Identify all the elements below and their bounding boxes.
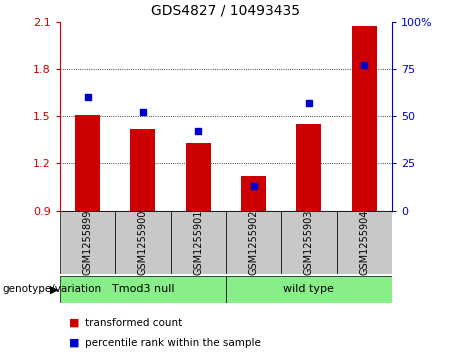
Text: genotype/variation: genotype/variation [2, 285, 101, 294]
Text: wild type: wild type [284, 285, 334, 294]
Bar [60, 276, 226, 303]
Text: GSM1255899: GSM1255899 [83, 209, 93, 275]
Bar [186, 143, 211, 211]
Text: ■: ■ [69, 318, 80, 328]
Bar [171, 211, 226, 274]
Bar [115, 211, 171, 274]
Text: percentile rank within the sample: percentile rank within the sample [85, 338, 261, 348]
Text: transformed count: transformed count [85, 318, 183, 328]
Point [361, 62, 368, 68]
Bar [241, 176, 266, 211]
Bar [75, 115, 100, 211]
Bar [281, 211, 337, 274]
Point [195, 129, 202, 134]
Bar [60, 211, 115, 274]
Bar [352, 26, 377, 211]
Text: GSM1255904: GSM1255904 [359, 209, 369, 275]
Point [84, 94, 91, 100]
Point [305, 100, 313, 106]
Point [250, 183, 257, 189]
Text: GSM1255900: GSM1255900 [138, 209, 148, 275]
Bar [226, 276, 392, 303]
Text: GSM1255901: GSM1255901 [193, 209, 203, 275]
Bar [130, 129, 155, 211]
Bar [296, 124, 321, 211]
Point [139, 110, 147, 115]
Text: GSM1255903: GSM1255903 [304, 209, 314, 275]
Text: ■: ■ [69, 338, 80, 348]
Bar [337, 211, 392, 274]
Text: Tmod3 null: Tmod3 null [112, 285, 174, 294]
Text: GSM1255902: GSM1255902 [248, 209, 259, 275]
Text: ▶: ▶ [50, 285, 59, 294]
Title: GDS4827 / 10493435: GDS4827 / 10493435 [151, 4, 301, 18]
Bar [226, 211, 281, 274]
